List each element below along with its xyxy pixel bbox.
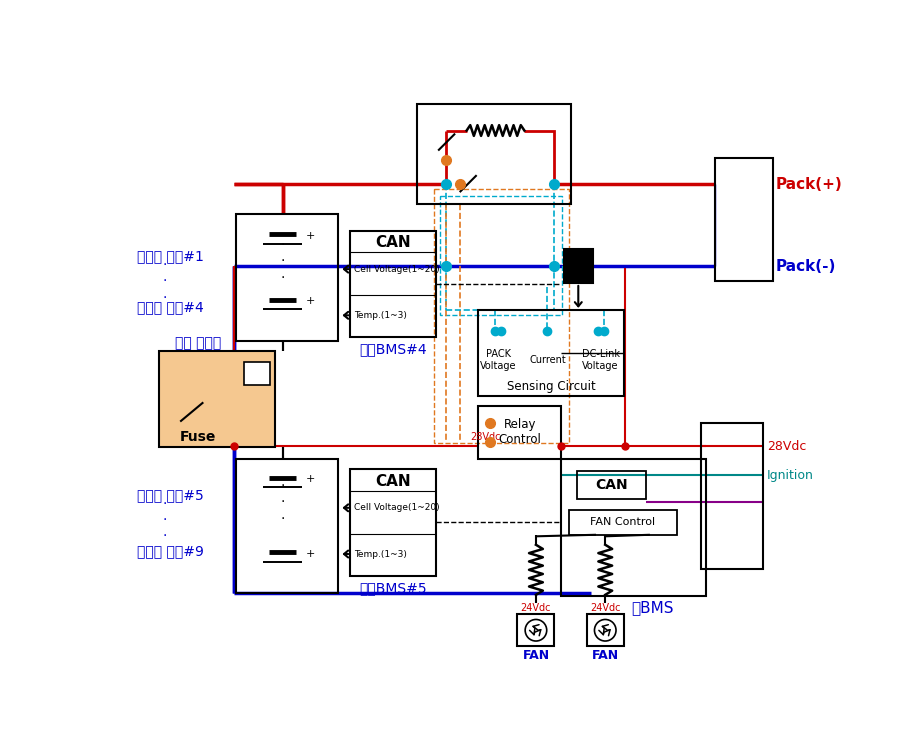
Bar (440, 196, 562, 315)
Bar (418, 104, 572, 204)
Text: FAN: FAN (522, 649, 550, 662)
Bar (349, 469, 436, 575)
Bar (587, 614, 624, 646)
Bar (237, 213, 338, 341)
Text: ·
·
·: · · · (163, 497, 167, 544)
Bar (237, 458, 338, 593)
Text: +: + (306, 549, 315, 559)
Bar (569, 510, 677, 535)
Text: 28Vdc: 28Vdc (471, 432, 501, 442)
Text: Pack(-): Pack(-) (776, 259, 836, 274)
Text: PACK
Voltage: PACK Voltage (480, 349, 517, 371)
Text: Relay
Control: Relay Control (499, 418, 541, 446)
Text: Cell Voltage(1~20): Cell Voltage(1~20) (355, 265, 440, 274)
Text: FAN: FAN (591, 649, 619, 662)
Text: Ignition: Ignition (767, 469, 814, 482)
Text: +: + (306, 231, 315, 241)
Text: CAN: CAN (595, 478, 627, 492)
Text: 24Vdc: 24Vdc (590, 603, 620, 613)
Bar (478, 406, 562, 458)
Text: ·
·
·: · · · (163, 258, 167, 305)
Text: Cell Voltage(1~20): Cell Voltage(1~20) (355, 504, 440, 512)
Text: 배터리 모듈#9: 배터리 모듈#9 (137, 544, 203, 558)
Text: CAN: CAN (375, 474, 410, 489)
Bar (159, 351, 274, 447)
Text: Current: Current (529, 355, 566, 365)
Text: 보조BMS#5: 보조BMS#5 (359, 581, 427, 595)
Bar (349, 231, 436, 337)
Bar (716, 158, 773, 281)
Text: ·
·
·: · · · (281, 238, 284, 284)
Bar (563, 249, 593, 283)
Bar (577, 470, 646, 498)
Text: ·
·
·: · · · (281, 480, 284, 526)
Text: CAN: CAN (375, 235, 410, 250)
Bar (562, 458, 706, 596)
Text: Temp.(1~3): Temp.(1~3) (355, 550, 407, 559)
Bar (518, 614, 554, 646)
Bar (478, 310, 625, 396)
Text: 주BMS: 주BMS (632, 600, 674, 615)
Text: Sensing Circuit: Sensing Circuit (507, 381, 596, 394)
Text: 배터리 모듈#5: 배터리 모듈#5 (137, 488, 203, 501)
Text: 28Vdc: 28Vdc (767, 440, 806, 452)
Text: +: + (306, 474, 315, 484)
Text: Fuse: Fuse (180, 430, 216, 444)
Text: DC-Link
Voltage: DC-Link Voltage (581, 349, 619, 371)
Text: +: + (306, 296, 315, 306)
Text: FAN Control: FAN Control (590, 517, 655, 528)
Text: Pack(+): Pack(+) (776, 177, 842, 192)
Text: Temp.(1~3): Temp.(1~3) (355, 311, 407, 320)
Text: 보조BMS#4: 보조BMS#4 (359, 342, 427, 356)
Text: 안전 플러그: 안전 플러그 (175, 336, 221, 350)
Text: 배터리 모듈#1: 배터리 모듈#1 (137, 249, 203, 263)
Bar (435, 189, 569, 443)
Bar (244, 362, 269, 385)
Bar (701, 423, 763, 569)
Text: 24Vdc: 24Vdc (521, 603, 551, 613)
Text: 배터리 모듈#4: 배터리 모듈#4 (137, 301, 203, 314)
